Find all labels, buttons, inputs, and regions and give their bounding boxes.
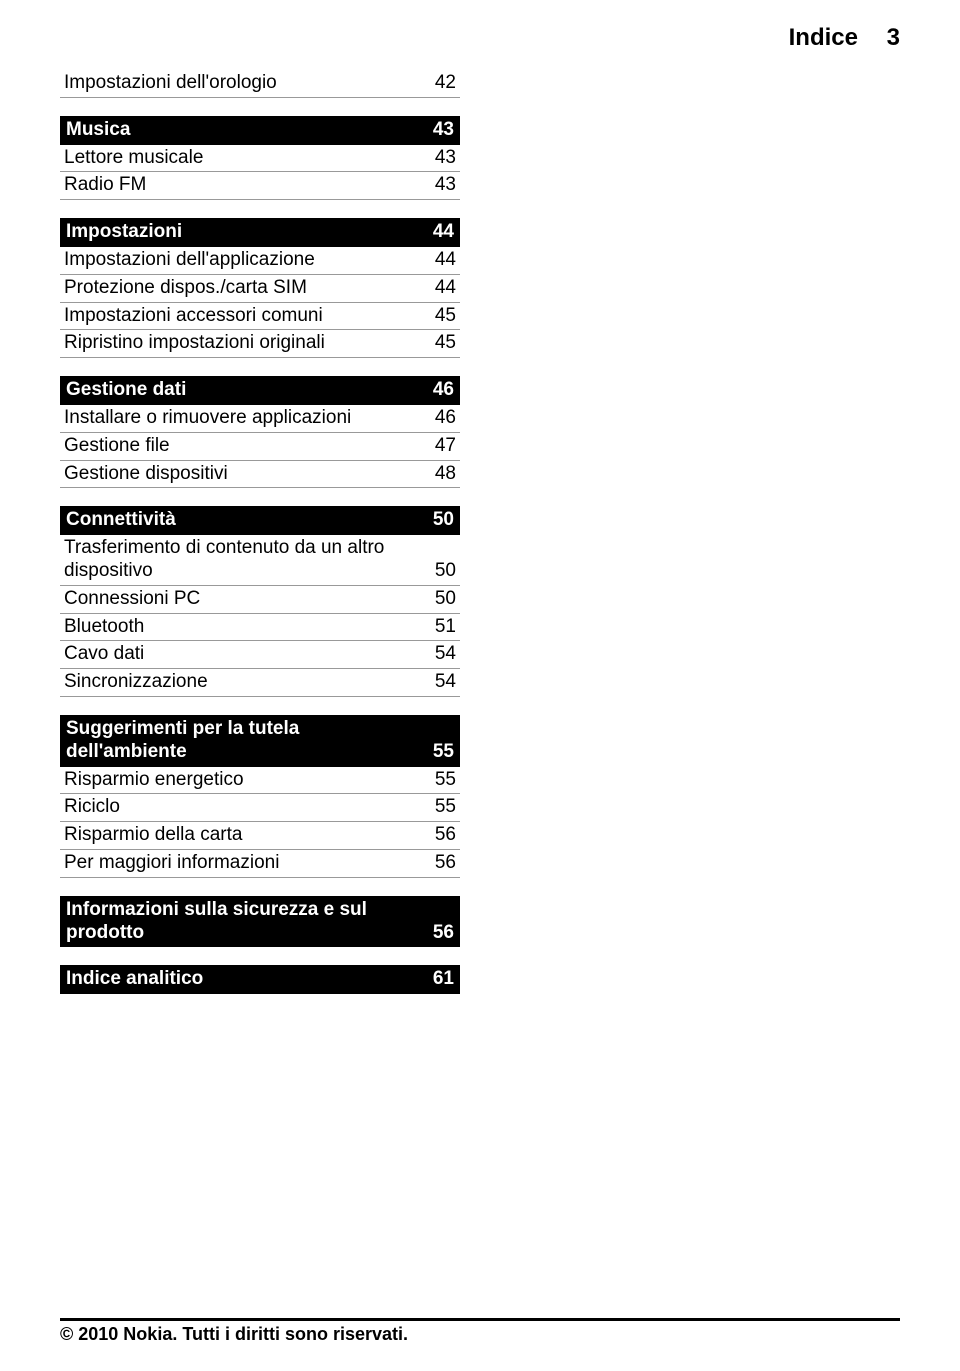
toc-item-page: 45 — [425, 332, 456, 355]
toc-item-page: 45 — [425, 305, 456, 328]
toc-gap — [60, 200, 460, 218]
toc-item: Impostazioni accessori comuni45 — [60, 303, 460, 331]
toc-section-page: 43 — [423, 119, 454, 142]
toc-gap — [60, 98, 460, 116]
toc-item: Connessioni PC50 — [60, 586, 460, 614]
toc-item-label: Bluetooth — [64, 616, 425, 639]
toc-section-label: Musica — [66, 119, 423, 142]
page-footer: © 2010 Nokia. Tutti i diritti sono riser… — [60, 1318, 900, 1345]
toc-item: Risparmio della carta56 — [60, 822, 460, 850]
toc-item-label: Riciclo — [64, 796, 425, 819]
toc-item-page: 54 — [425, 643, 456, 666]
toc-gap — [60, 358, 460, 376]
toc-section-label: Indice analitico — [66, 968, 423, 991]
toc-item: Impostazioni dell'applicazione44 — [60, 247, 460, 275]
header-title: Indice — [789, 24, 858, 51]
toc-item: Trasferimento di contenuto da un altro d… — [60, 535, 460, 586]
toc-item-page: 42 — [425, 72, 456, 95]
toc-section-header: Impostazioni44 — [60, 218, 460, 247]
toc-item-page: 43 — [425, 174, 456, 197]
toc-section-page: 56 — [423, 922, 454, 945]
toc-item-page: 56 — [425, 852, 456, 875]
page-header: Indice 3 — [60, 24, 900, 52]
toc-item: Protezione dispos./carta SIM44 — [60, 275, 460, 303]
toc-section-label: Gestione dati — [66, 379, 423, 402]
toc-item: Ripristino impostazioni originali45 — [60, 330, 460, 358]
toc-item-page: 50 — [425, 560, 456, 583]
toc-item-page: 55 — [425, 769, 456, 792]
header-page-number: 3 — [887, 24, 900, 51]
toc-item: Installare o rimuovere applicazioni46 — [60, 405, 460, 433]
toc-item-label: Risparmio della carta — [64, 824, 425, 847]
toc-item-page: 50 — [425, 588, 456, 611]
toc-item-page: 55 — [425, 796, 456, 819]
toc-section-header: Informazioni sulla sicurezza e sul prodo… — [60, 896, 460, 948]
toc-section-header: Musica43 — [60, 116, 460, 145]
toc-section-header: Gestione dati46 — [60, 376, 460, 405]
toc-item-page: 56 — [425, 824, 456, 847]
toc-item-page: 43 — [425, 147, 456, 170]
toc-item-label: Impostazioni dell'applicazione — [64, 249, 425, 272]
toc-item-label: Protezione dispos./carta SIM — [64, 277, 425, 300]
toc-item-label: Gestione file — [64, 435, 425, 458]
toc-item: Gestione file47 — [60, 433, 460, 461]
toc-item-label: Cavo dati — [64, 643, 425, 666]
toc-section-page: 44 — [423, 221, 454, 244]
toc-item: Risparmio energetico55 — [60, 767, 460, 795]
toc-section-header: Indice analitico61 — [60, 965, 460, 994]
toc-item: Riciclo55 — [60, 794, 460, 822]
toc-item-label: Gestione dispositivi — [64, 463, 425, 486]
toc-item: Impostazioni dell'orologio42 — [60, 70, 460, 98]
toc-item-label: Impostazioni dell'orologio — [64, 72, 425, 95]
toc-item: Cavo dati54 — [60, 641, 460, 669]
toc-section-label: Suggerimenti per la tutela dell'ambiente — [66, 718, 423, 764]
toc-item-label: Per maggiori informazioni — [64, 852, 425, 875]
toc-item-label: Impostazioni accessori comuni — [64, 305, 425, 328]
toc-item-page: 47 — [425, 435, 456, 458]
toc-item: Bluetooth51 — [60, 614, 460, 642]
toc-item-page: 44 — [425, 277, 456, 300]
toc-item: Lettore musicale43 — [60, 145, 460, 173]
toc-section-label: Connettività — [66, 509, 423, 532]
toc-item-page: 48 — [425, 463, 456, 486]
toc-section-page: 61 — [423, 968, 454, 991]
toc-section-label: Informazioni sulla sicurezza e sul prodo… — [66, 899, 423, 945]
toc-item-label: Installare o rimuovere applicazioni — [64, 407, 425, 430]
toc-gap — [60, 488, 460, 506]
toc-item-label: Ripristino impostazioni originali — [64, 332, 425, 355]
toc-item-page: 44 — [425, 249, 456, 272]
toc-item: Per maggiori informazioni56 — [60, 850, 460, 878]
toc-item: Radio FM43 — [60, 172, 460, 200]
toc-section-page: 55 — [423, 741, 454, 764]
toc-item-label: Connessioni PC — [64, 588, 425, 611]
toc-item: Gestione dispositivi48 — [60, 461, 460, 489]
toc-item-label: Lettore musicale — [64, 147, 425, 170]
toc-section-page: 50 — [423, 509, 454, 532]
toc-item-page: 46 — [425, 407, 456, 430]
copyright-text: © 2010 Nokia. Tutti i diritti sono riser… — [60, 1318, 900, 1345]
toc-gap — [60, 697, 460, 715]
toc-section-label: Impostazioni — [66, 221, 423, 244]
toc-item: Sincronizzazione54 — [60, 669, 460, 697]
toc-section-header: Connettività50 — [60, 506, 460, 535]
toc-item-label: Radio FM — [64, 174, 425, 197]
toc-gap — [60, 947, 460, 965]
toc-item-label: Sincronizzazione — [64, 671, 425, 694]
toc-item-label: Trasferimento di contenuto da un altro d… — [64, 537, 425, 583]
toc-item-page: 51 — [425, 616, 456, 639]
toc-item-page: 54 — [425, 671, 456, 694]
toc-section-header: Suggerimenti per la tutela dell'ambiente… — [60, 715, 460, 767]
toc-section-page: 46 — [423, 379, 454, 402]
toc-content: Impostazioni dell'orologio42Musica43Lett… — [60, 70, 460, 994]
toc-item-label: Risparmio energetico — [64, 769, 425, 792]
toc-gap — [60, 878, 460, 896]
